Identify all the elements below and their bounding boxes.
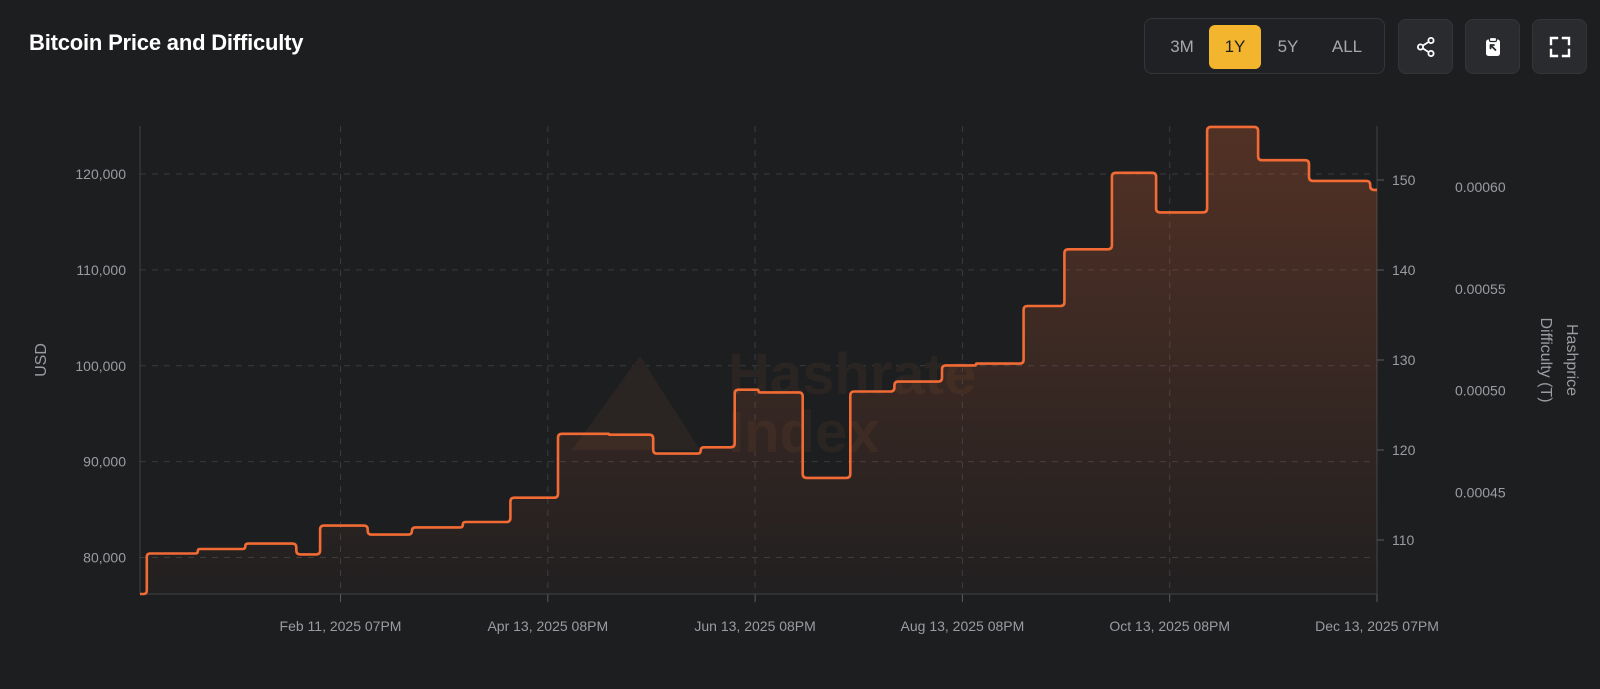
y-hashprice-tick-label: 0.00055 [1455,281,1506,297]
clipboard-icon [1485,36,1500,56]
y-left-tick-label: 110,000 [76,262,126,278]
share-icon [1416,36,1434,57]
time-range-selector: 3M 1Y 5Y ALL [1144,18,1385,74]
x-tick-label: Feb 11, 2025 07PM [280,618,402,634]
series-area-difficulty [140,126,1377,595]
range-5y-button[interactable]: 5Y [1262,25,1314,69]
y-hashprice-tick-label: 0.00045 [1455,484,1506,500]
x-tick-label: Oct 13, 2025 08PM [1109,618,1230,634]
y-difficulty-tick-label: 150 [1392,172,1416,188]
fullscreen-button[interactable] [1532,19,1587,74]
y-difficulty-tick-label: 110 [1392,532,1415,548]
y-axis-title-difficulty: Difficulty (T) [1537,317,1554,402]
x-tick-label: Jun 13, 2025 08PM [694,618,815,634]
range-1y-button[interactable]: 1Y [1209,25,1261,69]
share-button[interactable] [1398,19,1453,74]
y-left-tick-label: 100,000 [75,358,126,374]
x-tick-label: Dec 13, 2025 07PM [1315,618,1439,634]
x-tick-label: Aug 13, 2025 08PM [901,618,1025,634]
y-left-tick-label: 90,000 [83,454,126,470]
range-all-button[interactable]: ALL [1321,25,1373,69]
y-hashprice-tick-label: 0.00060 [1455,179,1506,195]
page-title: Bitcoin Price and Difficulty [29,30,304,55]
range-3m-button[interactable]: 3M [1156,25,1208,69]
fullscreen-icon [1549,36,1570,57]
y-difficulty-tick-label: 120 [1392,442,1416,458]
y-hashprice-tick-label: 0.00050 [1455,383,1506,399]
watermark-logo-icon [572,356,700,450]
x-tick-label: Apr 13, 2025 08PM [487,618,608,634]
copy-image-button[interactable] [1465,19,1520,74]
y-axis-title-usd: USD [33,343,50,377]
y-left-tick-label: 80,000 [83,550,126,566]
y-difficulty-tick-label: 130 [1392,352,1416,368]
series-line-difficulty [140,125,1377,596]
y-axis-title-hashprice: Hashprice [1563,324,1580,396]
y-difficulty-tick-label: 140 [1392,262,1416,278]
y-left-tick-label: 120,000 [75,166,126,182]
